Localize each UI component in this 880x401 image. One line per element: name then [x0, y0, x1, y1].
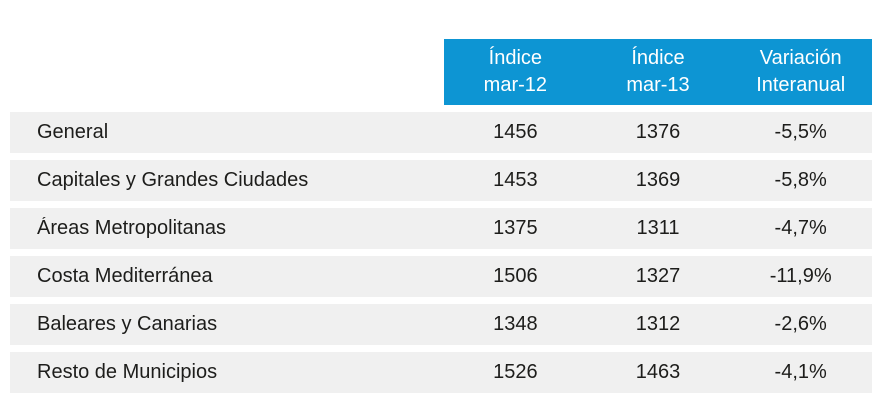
- table-row-baleares-canarias: Baleares y Canarias 1348 1312 -2,6%: [10, 304, 872, 345]
- column-header-line: mar-13: [626, 74, 690, 96]
- cell-indice-mar13: 1311: [636, 217, 680, 239]
- row-label: Costa Mediterránea: [37, 265, 213, 287]
- table-row-resto-municipios: Resto de Municipios 1526 1463 -4,1%: [10, 352, 872, 393]
- table-row-costa-mediterranea: Costa Mediterránea 1506 1327 -11,9%: [10, 256, 872, 297]
- table-header-band: Índice mar-12 Índice mar-13 Variación In…: [444, 39, 872, 105]
- column-header-line: mar-12: [483, 74, 548, 96]
- cell-indice-mar13: 1463: [635, 361, 681, 383]
- cell-indice-mar12: 1456: [493, 121, 538, 143]
- column-header-variacion-interanual: Variación Interanual: [729, 39, 872, 105]
- column-header-indice-mar13: Índice mar-13: [587, 39, 730, 105]
- table-row-general: General 1456 1376 -5,5%: [10, 112, 872, 153]
- cell-variacion-interanual: -11,9%: [769, 265, 832, 287]
- cell-indice-mar13: 1369: [635, 169, 681, 191]
- cell-variacion-interanual: -2,6%: [774, 313, 827, 335]
- cell-indice-mar12: 1506: [493, 265, 538, 287]
- row-label: Resto de Municipios: [37, 361, 218, 383]
- cell-variacion-interanual: -4,7%: [774, 217, 827, 239]
- table-body: General 1456 1376 -5,5% Capitales y Gran…: [10, 112, 872, 400]
- row-label: Capitales y Grandes Ciudades: [37, 169, 309, 191]
- column-header-line: Variación: [759, 47, 842, 69]
- row-label: General: [37, 121, 109, 143]
- cell-indice-mar12: 1348: [493, 313, 538, 335]
- cell-indice-mar13: 1376: [635, 121, 681, 143]
- table-row-areas-metropolitanas: Áreas Metropolitanas 1375 1311 -4,7%: [10, 208, 872, 249]
- cell-indice-mar12: 1375: [493, 217, 538, 239]
- cell-variacion-interanual: -4,1%: [774, 361, 827, 383]
- column-header-indice-mar12: Índice mar-12: [444, 39, 587, 105]
- cell-indice-mar13: 1312: [635, 313, 681, 335]
- cell-variacion-interanual: -5,5%: [774, 121, 827, 143]
- table-row-capitales: Capitales y Grandes Ciudades 1453 1369 -…: [10, 160, 872, 201]
- row-label: Áreas Metropolitanas: [37, 217, 226, 239]
- cell-variacion-interanual: -5,8%: [774, 169, 827, 191]
- column-header-line: Índice: [488, 47, 543, 69]
- cell-indice-mar12: 1526: [493, 361, 538, 383]
- cell-indice-mar12: 1453: [493, 169, 538, 191]
- row-label: Baleares y Canarias: [37, 313, 218, 335]
- column-header-line: Interanual: [756, 74, 846, 96]
- cell-indice-mar13: 1327: [635, 265, 681, 287]
- column-header-line: Índice: [631, 47, 685, 69]
